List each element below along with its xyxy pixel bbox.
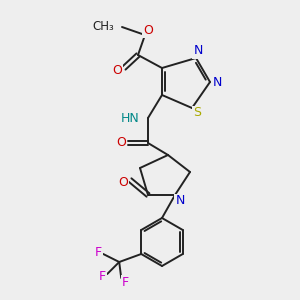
Text: CH₃: CH₃ [92,20,114,32]
Text: O: O [118,176,128,188]
Text: N: N [212,76,222,88]
Text: N: N [193,44,203,58]
Text: S: S [193,106,201,119]
Text: F: F [95,247,102,260]
Text: O: O [112,64,122,77]
Text: HN: HN [121,112,140,124]
Text: N: N [175,194,185,208]
Text: O: O [116,136,126,149]
Text: F: F [122,275,129,289]
Text: O: O [143,23,153,37]
Text: F: F [99,271,106,284]
